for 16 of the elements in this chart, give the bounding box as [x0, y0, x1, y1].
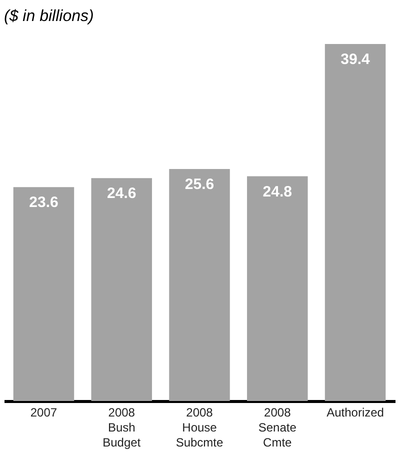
- bar: [13, 187, 74, 401]
- data-label: 39.4: [340, 51, 371, 68]
- x-tick-label: 2008 House Subcmte: [176, 406, 224, 450]
- x-tick-label: 2008 Bush Budget: [102, 406, 142, 450]
- data-label: 24.8: [262, 183, 292, 200]
- bar: [247, 176, 308, 401]
- data-label: 25.6: [184, 176, 214, 194]
- data-label: 23.6: [29, 194, 58, 212]
- x-tick-label: 2007: [30, 406, 58, 420]
- bar: [91, 178, 152, 401]
- y-axis-title: ($ in billions): [4, 8, 94, 25]
- x-tick-label: Authorized: [326, 406, 384, 420]
- bar: [324, 44, 386, 401]
- data-label: 24.6: [107, 185, 136, 202]
- bar: [169, 169, 230, 401]
- x-tick-label: 2008 Senate Cmte: [258, 406, 297, 450]
